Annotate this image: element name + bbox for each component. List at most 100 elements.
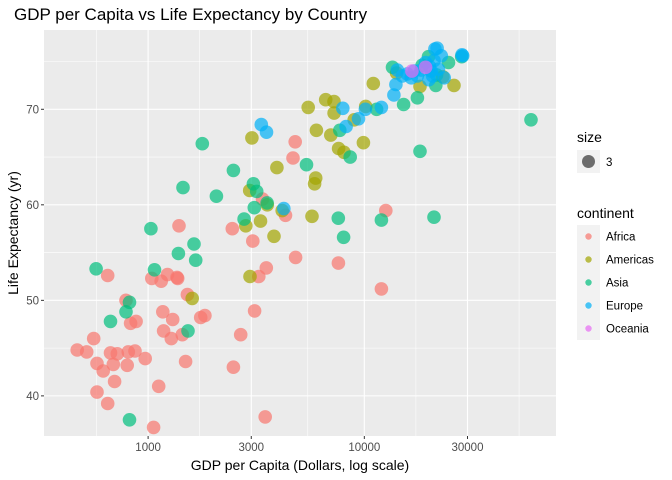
point-africa [178,354,193,369]
point-africa [288,135,303,149]
point-europe [358,102,373,117]
point-asia [176,180,190,195]
point-africa [106,357,121,372]
point-africa [259,261,274,275]
point-africa [151,379,166,394]
point-asia [260,196,274,210]
point-europe [387,88,401,102]
point-asia [122,295,137,310]
point-asia [195,136,210,151]
point-africa [96,364,110,378]
point-africa [146,420,161,435]
point-americas [267,229,281,244]
point-americas [366,76,381,91]
color-legend-title: continent [577,205,634,221]
legend-symbol [585,302,592,309]
point-africa [165,312,180,327]
x-axis: 1000 3000 10000 30000 [135,436,483,454]
point-asia [144,221,158,236]
point-africa [172,219,186,233]
point-africa [331,256,346,270]
point-americas [305,209,319,224]
legend-label-asia: Asia [606,278,629,290]
point-europe [455,49,470,63]
legend-label-americas: Americas [606,255,654,267]
point-asia [247,200,262,215]
point-asia [343,150,358,164]
point-asia [181,324,195,338]
point-asia [299,157,314,172]
major-gridlines [44,30,556,436]
point-americas [301,100,316,115]
point-americas [447,78,461,93]
point-africa [288,250,303,265]
point-asia [331,211,346,225]
y-tick-label: 60 [26,200,39,212]
point-africa [225,221,240,236]
point-africa [90,385,104,399]
point-europe [437,71,452,85]
y-axis: 40 50 60 70 [26,104,44,403]
point-asia [209,189,224,203]
point-africa [170,271,185,286]
plot-panel [44,30,556,436]
point-americas [270,160,284,175]
point-asia [374,213,389,227]
point-africa [247,304,262,318]
point-asia [237,212,251,226]
point-africa [120,358,134,373]
y-tick-label: 40 [26,391,39,403]
legend-label-europe: Europe [606,301,643,313]
point-americas [245,131,259,145]
point-americas [253,214,268,228]
point-africa [129,314,143,329]
size-legend-label: 3 [606,157,612,169]
legend-symbol [585,279,592,286]
point-asia [226,163,241,178]
point-africa [374,282,389,296]
legend-symbol [585,325,592,332]
y-tick-label: 50 [26,295,39,307]
point-africa [86,331,101,346]
point-europe [339,119,353,134]
legend-label-oceania: Oceania [606,324,649,336]
point-asia [427,210,441,224]
x-tick-label: 1000 [135,442,161,454]
point-asia [171,246,186,261]
point-asia [147,263,162,277]
point-africa [226,360,241,375]
point-europe [277,201,291,216]
point-asia [187,237,201,251]
legend-symbol [585,256,592,263]
y-tick-label: 70 [26,104,39,116]
point-americas [185,291,199,306]
point-asia [524,113,538,127]
point-americas [243,269,257,284]
point-asia [396,97,411,112]
point-africa [79,345,94,359]
point-africa [107,374,122,389]
point-europe [351,112,366,126]
point-europe [374,100,389,115]
size-legend-title: size [577,129,602,145]
x-tick-label: 10000 [348,442,380,454]
point-africa [100,268,115,283]
point-africa [138,351,152,366]
point-americas [309,123,324,138]
point-asia [249,184,264,199]
point-oceania [405,64,419,78]
point-oceania [418,60,433,75]
y-axis-title: Life Expectancy (yr) [5,171,21,295]
chart-title: GDP per Capita vs Life Expectancy by Cou… [14,5,368,24]
point-asia [413,144,427,159]
point-europe [336,101,350,116]
x-axis-title: GDP per Capita (Dollars, log scale) [191,457,409,473]
point-europe [254,117,269,132]
point-africa [128,344,142,358]
point-africa [100,396,115,411]
size-legend-symbol [582,155,595,168]
point-africa [246,234,260,248]
point-africa [258,410,273,424]
data-points [70,41,538,435]
